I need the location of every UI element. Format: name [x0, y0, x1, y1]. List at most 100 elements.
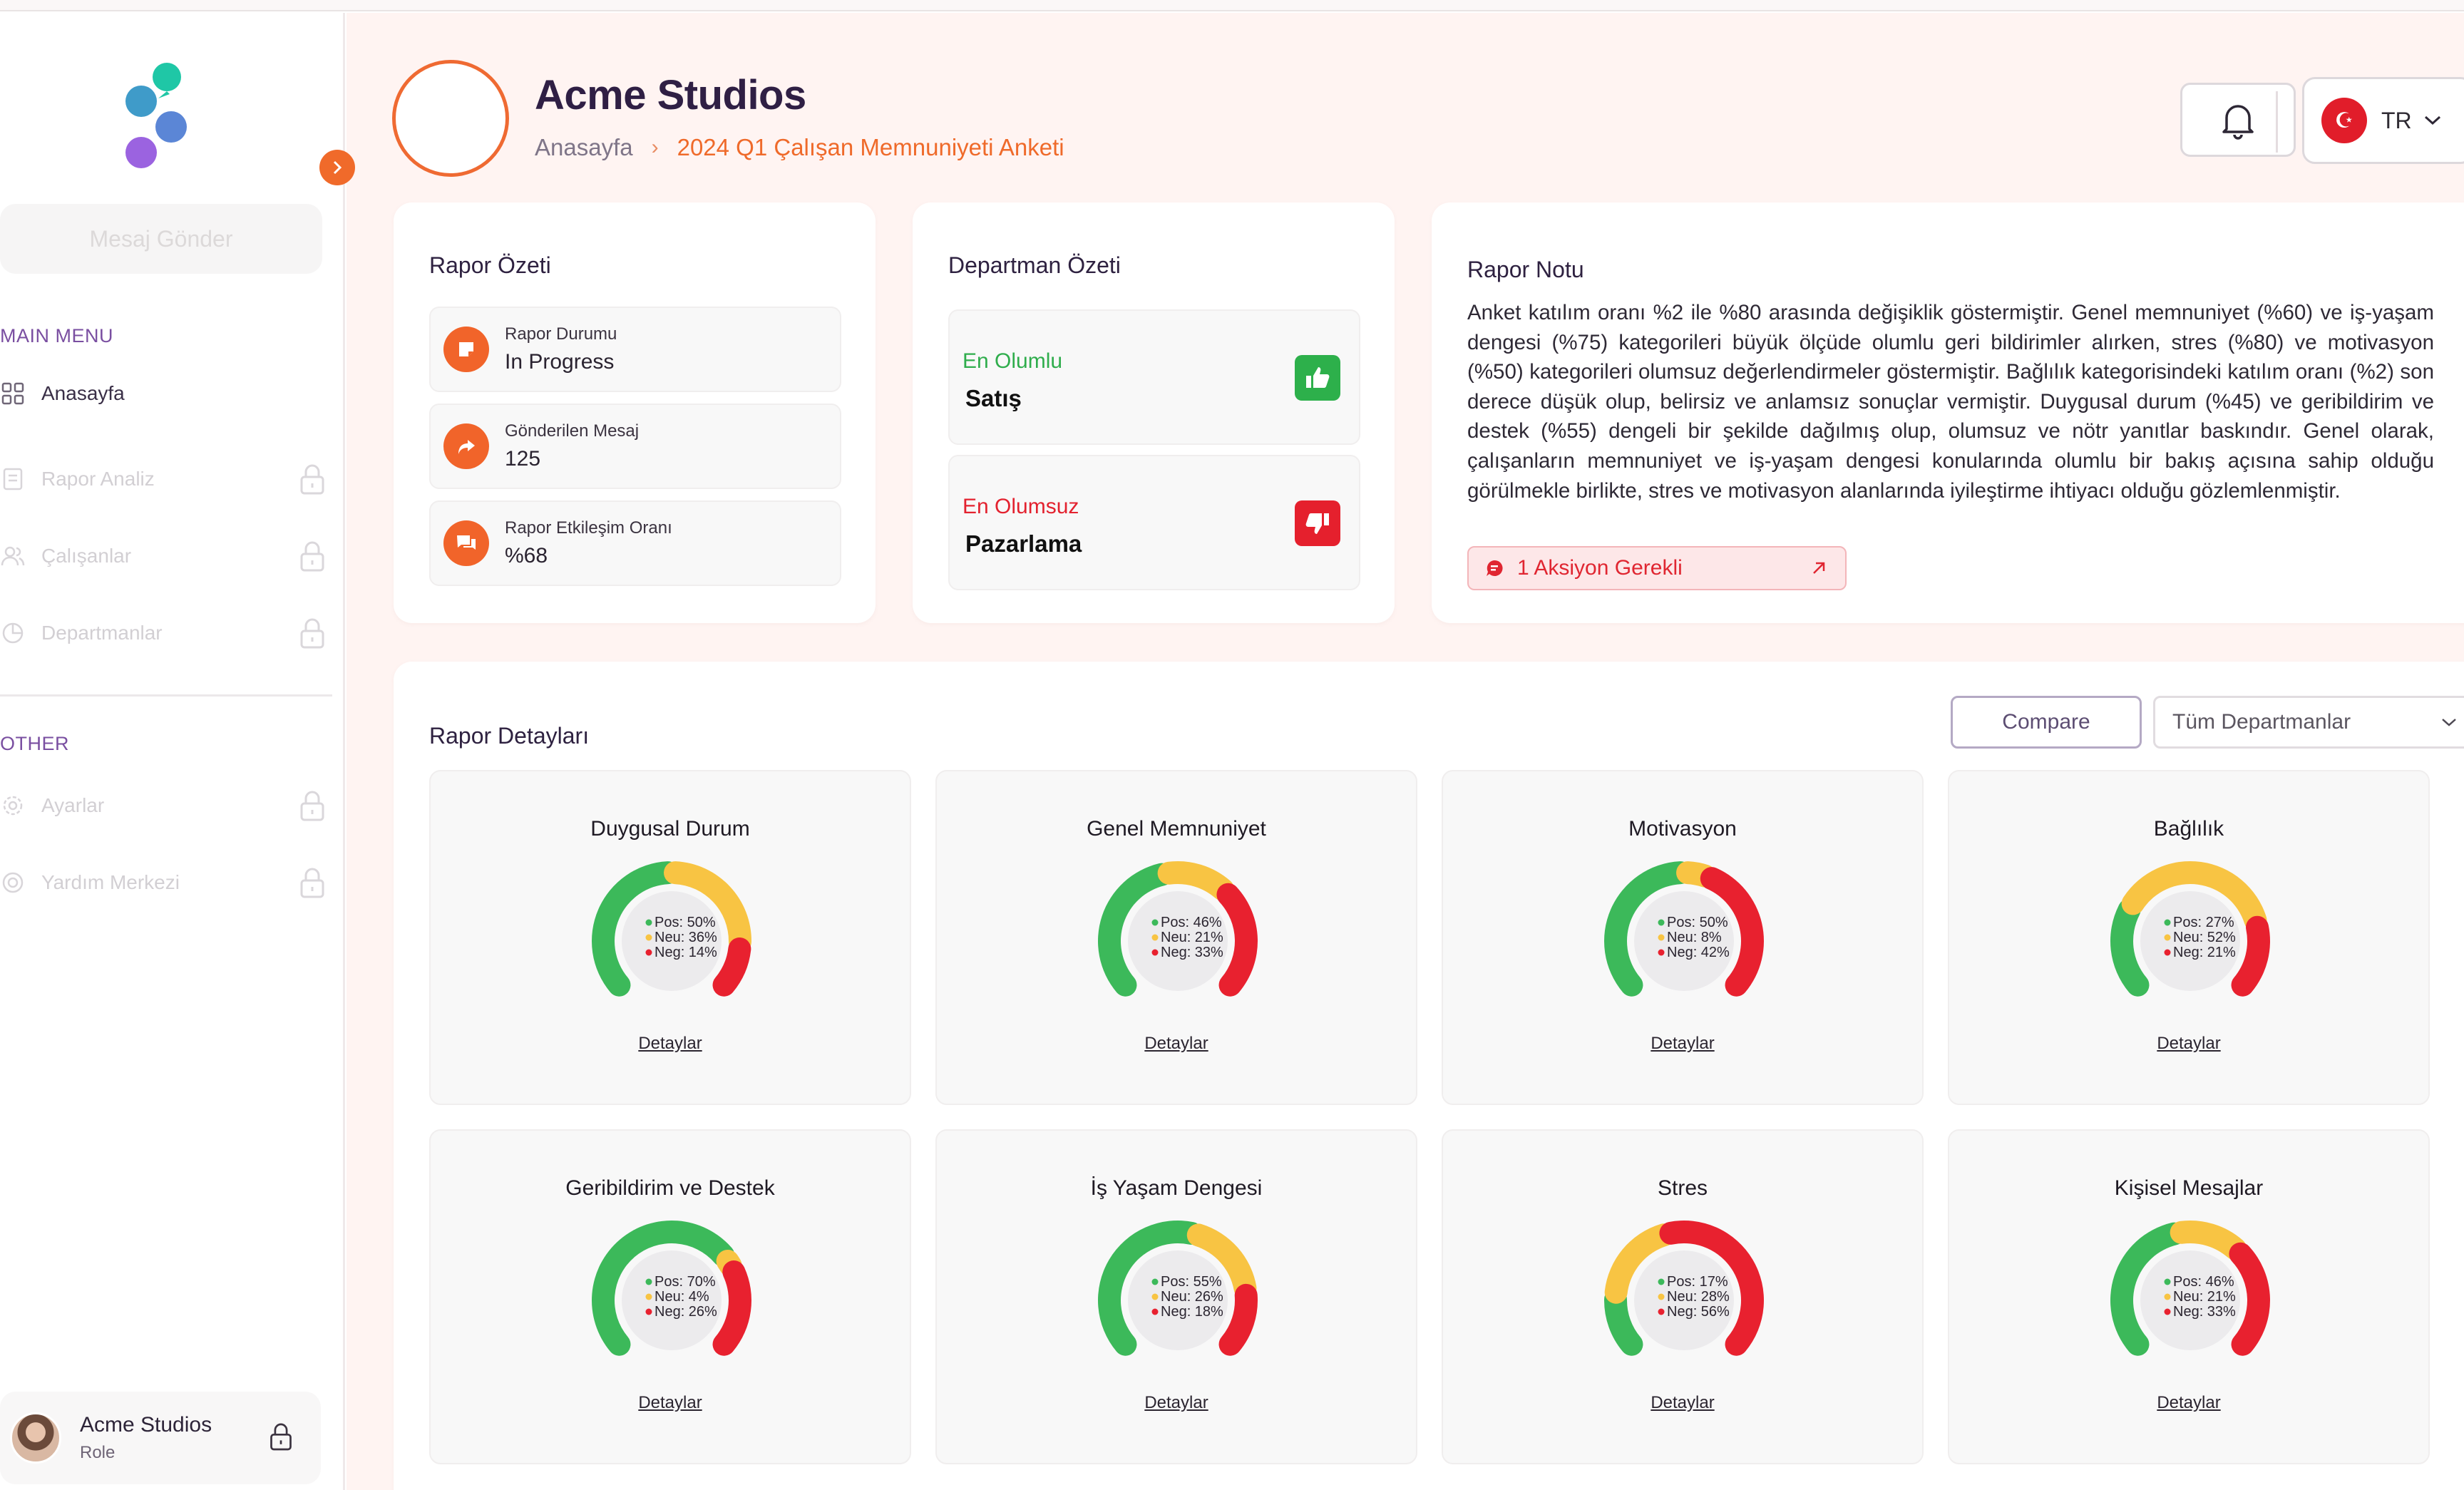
send-message-button[interactable]: Mesaj Gönder: [0, 204, 322, 274]
gauge-label-neg: Neg: 21%: [2173, 945, 2236, 960]
details-link[interactable]: Detaylar: [1144, 1034, 1208, 1053]
gauge-card: Bağlılık Pos: 27% Neu: 52% Neg: 21% Detaylar: [1948, 770, 2430, 1105]
sidebar-item-calisanlar[interactable]: Çalışanlar: [0, 535, 329, 577]
summary-value: %68: [505, 544, 548, 567]
gauge-label-pos: Pos: 70%: [654, 1274, 716, 1290]
main-menu-label: MAIN MENU: [0, 325, 113, 346]
summary-sent-messages: Gönderilen Mesaj 125: [429, 404, 841, 489]
gauge-title: Duygusal Durum: [590, 817, 750, 841]
report-summary-card: Rapor Özeti Rapor Durumu In Progress Gön…: [394, 202, 876, 623]
note-icon: [443, 327, 489, 372]
sidebar-item-yardim-merkezi[interactable]: Yardım Merkezi: [0, 861, 329, 904]
gauge-label-pos: Pos: 46%: [2173, 1274, 2234, 1290]
gauge-label-neg: Neg: 18%: [1161, 1304, 1223, 1320]
action-required-button[interactable]: 1 Aksiyon Gerekli: [1467, 546, 1847, 590]
gauge-label-neu: Neu: 21%: [2173, 1289, 2236, 1305]
legend-dot-neg: [2164, 1308, 2171, 1315]
sentiment-gauge: Pos: 46%Neu: 21%Neg: 33%: [1098, 861, 1258, 997]
gauge-card: Duygusal Durum Pos: 50% Neu: 36% Neg: 14% De…: [429, 770, 911, 1105]
turkey-flag-icon: ☪: [2321, 98, 2367, 143]
gauge-arc-neu: [1157, 861, 1235, 901]
details-link[interactable]: Detaylar: [638, 1034, 702, 1053]
gauge-arc-neg: [2229, 1242, 2270, 1356]
sentiment-gauge: Pos: 50%Neu: 8%Neg: 42%: [1604, 861, 1764, 997]
report-note-card: Rapor Notu Anket katılım oranı %2 ile %8…: [1432, 202, 2464, 623]
legend-dot-neg: [645, 949, 652, 956]
chevron-down-icon: [2424, 115, 2440, 125]
legend-dot-pos: [1151, 1278, 1159, 1285]
legend-dot-neg: [1151, 1308, 1159, 1315]
negative-label: En Olumsuz: [962, 495, 1079, 518]
message-alert-icon: [1487, 560, 1503, 576]
gauge-title: İş Yaşam Dengesi: [1090, 1176, 1263, 1200]
user-profile-card[interactable]: Acme Studios Role: [0, 1392, 321, 1484]
compare-button[interactable]: Compare: [1951, 696, 2142, 749]
profile-name: Acme Studios: [80, 1413, 212, 1437]
gauge-center: [1128, 1250, 1228, 1350]
breadcrumb-current: 2024 Q1 Çalışan Memnuniyeti Anketi: [677, 134, 1064, 160]
summary-value: 125: [505, 447, 541, 471]
details-link[interactable]: Detaylar: [638, 1393, 702, 1412]
legend-dot-neg: [2164, 949, 2171, 956]
legend-dot-pos: [1658, 919, 1665, 926]
department-summary-title: Departman Özeti: [948, 252, 1121, 278]
legend-dot-neu: [1151, 934, 1159, 941]
department-select[interactable]: Tüm Departmanlar: [2153, 696, 2464, 749]
summary-value: In Progress: [505, 350, 615, 374]
details-link[interactable]: Detaylar: [1651, 1034, 1715, 1053]
summary-label: Rapor Durumu: [505, 324, 617, 344]
page-title: Acme Studios: [535, 72, 806, 118]
breadcrumb-home[interactable]: Anasayfa: [535, 134, 633, 160]
legend-dot-neu: [1151, 1293, 1159, 1300]
department-summary-card: Departman Özeti En Olumlu Satış En Olums…: [913, 202, 1395, 623]
gauge-arc-pos: [1604, 861, 1692, 997]
header-separator: [2276, 91, 2278, 153]
app-logo: [125, 63, 187, 168]
details-link[interactable]: Detaylar: [2157, 1034, 2221, 1053]
details-link[interactable]: Detaylar: [1651, 1393, 1715, 1412]
details-link[interactable]: Detaylar: [2157, 1393, 2221, 1412]
bell-icon: [2222, 105, 2254, 140]
gauge-arc-pos: [1098, 863, 1174, 997]
gauge-center: [1634, 1250, 1734, 1350]
legend-dot-neu: [2164, 1293, 2171, 1300]
gauge-arc-neg: [1700, 867, 1764, 997]
gauge-title: Geribildirim ve Destek: [565, 1176, 775, 1200]
details-link[interactable]: Detaylar: [1144, 1393, 1208, 1412]
chevron-right-icon: [333, 160, 342, 175]
summary-engagement-rate: Rapor Etkileşim Oranı %68: [429, 500, 841, 586]
sentiment-gauge: Pos: 50%Neu: 36%Neg: 14%: [592, 861, 751, 997]
profile-role: Role: [80, 1443, 115, 1462]
sidebar-item-departmanlar[interactable]: Departmanlar: [0, 612, 329, 654]
arrow-up-right-icon: [1813, 562, 1825, 574]
sidebar-item-ayarlar[interactable]: Ayarlar: [0, 784, 329, 827]
gauge-label-neg: Neg: 33%: [1161, 945, 1223, 960]
sentiment-gauge: Pos: 70%Neu: 4%Neg: 26%: [591, 1220, 751, 1356]
chevron-down-icon: [2442, 719, 2456, 726]
sidebar-item-anasayfa[interactable]: Anasayfa: [0, 372, 329, 415]
thumbs-up-icon: [1295, 355, 1340, 401]
gauge-label-neu: Neu: 26%: [1161, 1289, 1223, 1305]
lock-icon: [300, 464, 324, 495]
sidebar-item-label: Yardım Merkezi: [41, 871, 180, 893]
sentiment-gauge: Pos: 55%Neu: 26%Neg: 18%: [1098, 1221, 1258, 1356]
gauge-label-pos: Pos: 55%: [1161, 1274, 1222, 1290]
language-selector[interactable]: ☪ TR: [2302, 77, 2464, 164]
gauge-label-pos: Pos: 46%: [1161, 915, 1222, 930]
pie-icon: [0, 620, 26, 646]
gauge-arc-pos: [1604, 1288, 1643, 1356]
sidebar-collapse-button[interactable]: [319, 150, 355, 185]
sentiment-gauge: Pos: 27%Neu: 52%Neg: 21%: [2110, 861, 2270, 997]
lock-icon: [300, 791, 324, 821]
gauge-arc-neu: [1604, 1223, 1675, 1304]
gear-icon: [0, 793, 26, 818]
sidebar-item-rapor-analiz[interactable]: Rapor Analiz: [0, 458, 329, 500]
notifications-button[interactable]: [2180, 83, 2296, 157]
gauge-arc-neu: [2121, 861, 2267, 932]
gauge-label-neu: Neu: 4%: [654, 1289, 709, 1305]
lock-icon[interactable]: [268, 1422, 294, 1452]
most-negative-department: En Olumsuz Pazarlama: [948, 455, 1360, 590]
legend-dot-neu: [1658, 1293, 1665, 1300]
report-icon: [0, 466, 26, 492]
gauge-label-pos: Pos: 50%: [1667, 915, 1728, 930]
